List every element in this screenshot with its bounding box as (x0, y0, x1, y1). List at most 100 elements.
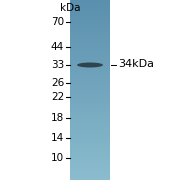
Bar (70, 65, 110, 66)
Bar (70, 56, 110, 57)
Bar (70, 55, 110, 56)
Bar (70, 133, 110, 134)
Bar (70, 50, 110, 51)
Bar (70, 173, 110, 174)
Bar (70, 43, 110, 44)
Bar (70, 90, 110, 91)
Bar (70, 128, 110, 129)
Bar (70, 66, 110, 67)
Bar (70, 146, 110, 147)
Bar (70, 155, 110, 156)
Bar (70, 122, 110, 123)
Bar (70, 21, 110, 22)
Bar (70, 140, 110, 141)
Bar (70, 14, 110, 15)
Bar (70, 14, 110, 15)
Bar (70, 122, 110, 123)
Bar (70, 85, 110, 86)
Text: 14: 14 (51, 133, 64, 143)
Bar (70, 11, 110, 12)
Bar (70, 179, 110, 180)
Bar (70, 109, 110, 110)
Bar (70, 48, 110, 49)
Bar (70, 37, 110, 38)
Bar (70, 2, 110, 3)
Bar (70, 57, 110, 58)
Bar (70, 164, 110, 165)
Bar (70, 100, 110, 101)
Bar (70, 27, 110, 28)
Bar (70, 59, 110, 60)
Bar (70, 142, 110, 143)
Bar (70, 111, 110, 112)
Bar (70, 13, 110, 14)
Bar (70, 86, 110, 87)
Bar (70, 7, 110, 8)
Bar (70, 89, 110, 91)
Bar (70, 56, 110, 57)
Bar (70, 119, 110, 120)
Bar (70, 37, 110, 38)
Bar (70, 36, 110, 37)
Bar (70, 91, 110, 92)
Bar (70, 164, 110, 165)
Bar (70, 136, 110, 137)
Bar (70, 124, 110, 125)
Bar (70, 4, 110, 5)
Bar (70, 165, 110, 166)
Bar (70, 8, 110, 10)
Bar (70, 59, 110, 60)
Bar (70, 79, 110, 80)
Bar (70, 52, 110, 53)
Bar (70, 128, 110, 129)
Bar (70, 152, 110, 153)
Bar (70, 17, 110, 18)
Bar (70, 167, 110, 168)
Bar (70, 157, 110, 158)
Bar (70, 151, 110, 152)
Bar (70, 45, 110, 46)
Bar (70, 129, 110, 130)
Bar (70, 58, 110, 59)
Bar (70, 103, 110, 104)
Bar (70, 67, 110, 68)
Bar (70, 31, 110, 32)
Bar (70, 25, 110, 26)
Bar (70, 24, 110, 25)
Bar (70, 177, 110, 178)
Bar (70, 140, 110, 141)
Bar (70, 113, 110, 114)
Bar (70, 141, 110, 142)
Bar (70, 73, 110, 74)
Bar (70, 84, 110, 85)
Bar (70, 6, 110, 7)
Text: 10: 10 (51, 153, 64, 163)
Bar (70, 102, 110, 103)
Bar (70, 97, 110, 98)
Bar (70, 175, 110, 176)
Bar (70, 135, 110, 136)
Bar (70, 97, 110, 98)
Bar (70, 154, 110, 155)
Bar (70, 169, 110, 170)
Bar (70, 115, 110, 116)
Bar (70, 40, 110, 41)
Bar (70, 175, 110, 176)
Bar (70, 10, 110, 11)
Text: 34kDa: 34kDa (118, 59, 154, 69)
Bar (70, 12, 110, 13)
Bar (70, 152, 110, 154)
Bar (70, 134, 110, 135)
Bar (70, 55, 110, 56)
Bar (70, 118, 110, 119)
Bar (70, 110, 110, 111)
Bar (70, 38, 110, 39)
Bar (70, 72, 110, 73)
Bar (70, 121, 110, 122)
Bar (70, 137, 110, 138)
Bar (70, 112, 110, 113)
Bar (70, 41, 110, 42)
Bar (70, 26, 110, 27)
Bar (70, 53, 110, 55)
Bar (70, 91, 110, 92)
